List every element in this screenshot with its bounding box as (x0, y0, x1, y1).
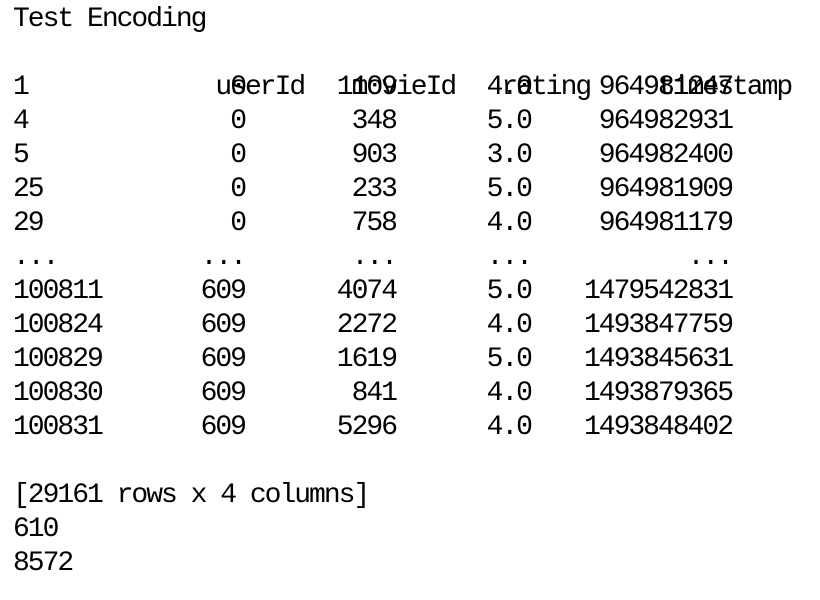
table-header: userId movieId rating timestamp (13, 37, 793, 103)
cell-timestamp: ... (687, 242, 734, 273)
cell-rating: 4.0 (486, 72, 533, 103)
table-row: 100830 609 841 4.0 1493879365 (13, 377, 791, 411)
cell-timestamp: 1493845631 (583, 344, 734, 375)
cell-movieId: ... (351, 242, 398, 273)
cell-userId: 0 (230, 208, 247, 239)
table-row: 4 0 348 5.0 964982931 (13, 105, 791, 139)
cell-userId: 609 (200, 344, 247, 375)
row-index: 1 (13, 72, 30, 103)
row-index: 100829 (13, 344, 104, 375)
cell-rating: 4.0 (486, 412, 533, 443)
cell-movieId: 348 (351, 106, 398, 137)
cell-movieId: 841 (351, 378, 398, 409)
table-row: 100829 609 1619 5.0 1493845631 (13, 343, 791, 377)
cell-movieId: 1619 (336, 344, 398, 375)
output-line: 8572 (13, 548, 74, 579)
column-header-timestamp: timestamp (657, 72, 793, 103)
cell-userId: 609 (200, 276, 247, 307)
cell-userId: 0 (230, 106, 247, 137)
cell-userId: 0 (230, 140, 247, 171)
column-header-rating: rating (501, 72, 592, 103)
row-index: 100830 (13, 378, 104, 409)
row-index: 100824 (13, 310, 104, 341)
cell-userId: 609 (200, 310, 247, 341)
table-row: 100831 609 5296 4.0 1493848402 (13, 411, 791, 445)
cell-timestamp: 964981179 (598, 208, 734, 239)
cell-timestamp: 964982931 (598, 106, 734, 137)
table-shape-summary: [29161 rows x 4 columns] (13, 480, 370, 511)
cell-userId: ... (200, 242, 247, 273)
cell-rating: 5.0 (486, 174, 533, 205)
cell-timestamp: 1493879365 (583, 378, 734, 409)
cell-timestamp: 1493847759 (583, 310, 734, 341)
row-index: 25 (13, 174, 45, 205)
row-index: 100811 (13, 276, 104, 307)
column-header-movieId: movieId (351, 72, 458, 103)
cell-movieId: 903 (351, 140, 398, 171)
cell-movieId: 4074 (336, 276, 398, 307)
table-row: 1 0 1109 4.0 964981247 (13, 71, 791, 105)
cell-rating: ... (486, 242, 533, 273)
cell-rating: 5.0 (486, 106, 533, 137)
cell-timestamp: 1493848402 (583, 412, 734, 443)
cell-rating: 4.0 (486, 310, 533, 341)
table-row: 29 0 758 4.0 964981179 (13, 207, 791, 241)
column-header-userId: userId (215, 72, 306, 103)
cell-userId: 0 (230, 174, 247, 205)
cell-movieId: 1109 (336, 72, 398, 103)
console-output: Test Encoding userId movieId rating timesta… (13, 0, 793, 581)
cell-movieId: 5296 (336, 412, 398, 443)
cell-movieId: 758 (351, 208, 398, 239)
table-ellipsis-row: ............... (13, 241, 791, 275)
cell-timestamp: 964981909 (598, 174, 734, 205)
cell-userId: 609 (200, 378, 247, 409)
table-row: 5 0 903 3.0 964982400 (13, 139, 791, 173)
cell-rating: 5.0 (486, 344, 533, 375)
table-row: 100824 609 2272 4.0 1493847759 (13, 309, 791, 343)
row-index: ... (13, 242, 59, 273)
cell-timestamp: 964982400 (598, 140, 734, 171)
blank-line (13, 445, 791, 479)
table-row: 100811 609 4074 5.0 1479542831 (13, 275, 791, 309)
row-index: 4 (13, 106, 30, 137)
cell-movieId: 2272 (336, 310, 398, 341)
cell-userId: 0 (230, 72, 247, 103)
cell-timestamp: 964981247 (598, 72, 734, 103)
table-row: 25 0 233 5.0 964981909 (13, 173, 791, 207)
cell-rating: 4.0 (486, 378, 533, 409)
cell-movieId: 233 (351, 174, 398, 205)
output-line: 610 (13, 514, 59, 545)
row-index: 29 (13, 208, 45, 239)
cell-rating: 4.0 (486, 208, 533, 239)
cell-rating: 3.0 (486, 140, 533, 171)
cell-userId: 609 (200, 412, 247, 443)
cell-rating: 5.0 (486, 276, 533, 307)
cell-timestamp: 1479542831 (583, 276, 734, 307)
row-index: 100831 (13, 412, 104, 443)
row-index: 5 (13, 140, 30, 171)
output-title: Test Encoding (13, 4, 207, 35)
